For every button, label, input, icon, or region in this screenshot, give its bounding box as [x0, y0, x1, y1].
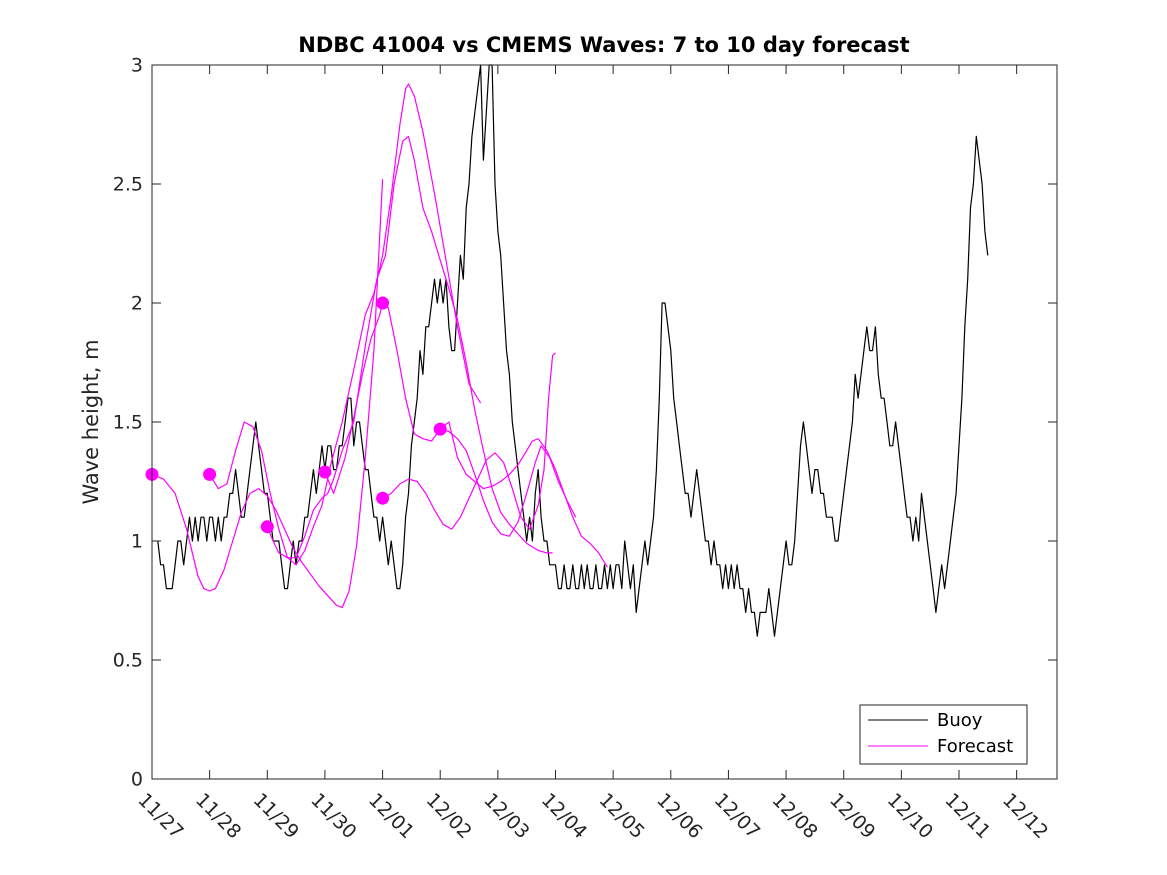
- y-tick-label: 3: [131, 55, 143, 77]
- legend: Buoy Forecast: [859, 704, 1028, 765]
- plot-area: [152, 65, 1057, 779]
- forecast-start-marker: [376, 491, 390, 505]
- y-tick-label: 1: [131, 531, 143, 553]
- forecast-series-line-1: [151, 179, 384, 609]
- series-layer: [151, 64, 989, 637]
- forecast-start-marker: [376, 296, 390, 310]
- y-tick-label: 2: [131, 293, 143, 315]
- forecast-series-line-6: [440, 428, 577, 537]
- forecast-series-line-4: [324, 302, 608, 568]
- y-tick-label: 1.5: [113, 412, 143, 434]
- forecast-start-marker: [203, 467, 217, 481]
- forecast-start-marker: [433, 422, 447, 436]
- legend-buoy-label: Buoy: [937, 710, 983, 731]
- forecast-series-line-2: [209, 83, 482, 566]
- forecast-start-marker: [318, 465, 332, 479]
- legend-forecast-label: Forecast: [937, 736, 1013, 757]
- forecast-series-line-5: [382, 352, 556, 530]
- chart-title: NDBC 41004 vs CMEMS Waves: 7 to 10 day f…: [298, 33, 909, 57]
- y-axis-label: Wave height, m: [79, 339, 103, 504]
- forecast-series-line-3: [266, 135, 553, 559]
- y-tick-label: 0: [131, 769, 143, 791]
- y-tick-label: 2.5: [113, 174, 143, 196]
- forecast-start-marker: [260, 520, 274, 534]
- legend-box: [859, 704, 1028, 765]
- y-tick-label: 0.5: [113, 650, 143, 672]
